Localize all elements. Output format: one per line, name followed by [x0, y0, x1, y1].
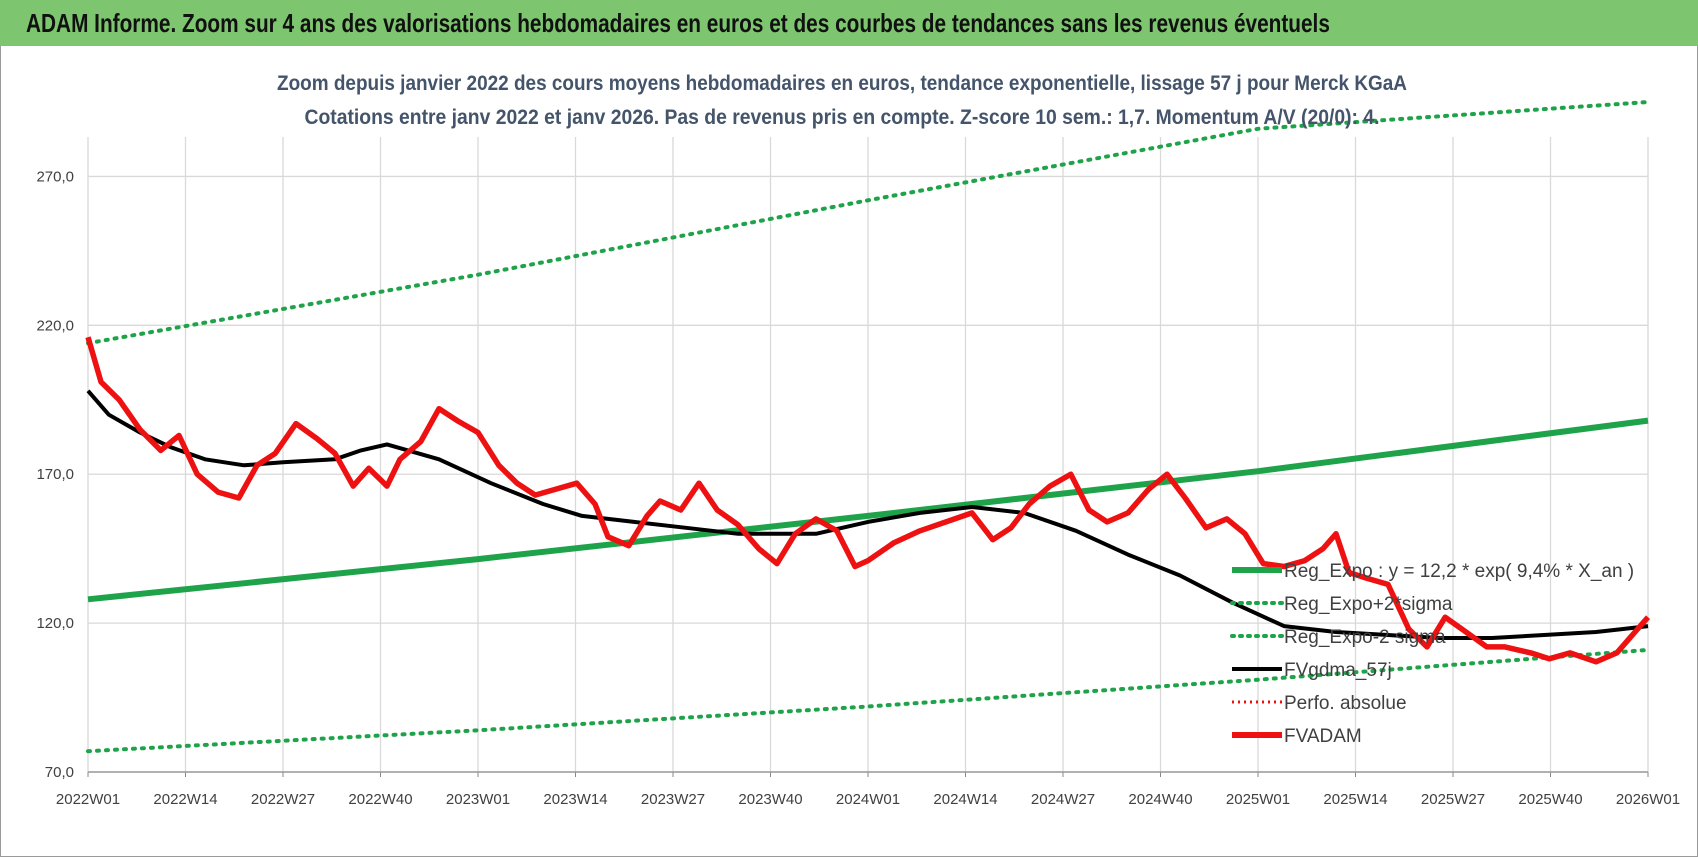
x-tick-label: 2022W27 — [251, 791, 315, 808]
x-tick-label: 2025W40 — [1518, 791, 1582, 808]
chart-title-line: Cotations entre janv 2022 et janv 2026. … — [305, 106, 1380, 129]
x-tick-label: 2023W27 — [641, 791, 705, 808]
legend-label-smooth: FVgdma_57j — [1284, 660, 1392, 681]
y-tick-label: 270,0 — [36, 168, 74, 185]
series-upper — [86, 100, 1650, 346]
series-lower — [86, 647, 1650, 754]
series-price — [85, 336, 1651, 665]
chart-title: Zoom depuis janvier 2022 des cours moyen… — [277, 72, 1407, 129]
x-tick-label: 2025W01 — [1226, 791, 1290, 808]
legend-label-lower: Reg_Expo-2 sigma — [1284, 627, 1446, 648]
chart-title-line: Zoom depuis janvier 2022 des cours moyen… — [277, 72, 1407, 95]
x-tick-label: 2022W01 — [56, 791, 120, 808]
x-tick-label: 2024W27 — [1031, 791, 1095, 808]
x-tick-label: 2022W14 — [153, 791, 217, 808]
legend-label-perf: Perfo. absolue — [1284, 693, 1407, 714]
series-group — [85, 100, 1651, 754]
x-tick-label: 2022W40 — [348, 791, 412, 808]
y-tick-label: 70,0 — [45, 764, 74, 781]
x-tick-label: 2023W40 — [738, 791, 802, 808]
legend: Reg_Expo : y = 12,2 * exp( 9,4% * X_an )… — [1230, 561, 1634, 747]
axes: 70,0 120,0 170,0 220,0 270,0 2022W01 2022W14 20… — [36, 168, 1680, 808]
x-tick-label: 2024W40 — [1128, 791, 1192, 808]
series-smooth — [86, 389, 1649, 640]
gridlines — [87, 137, 1649, 773]
x-tick-label: 2023W14 — [543, 791, 607, 808]
legend-label-trend: Reg_Expo : y = 12,2 * exp( 9,4% * X_an ) — [1284, 561, 1634, 582]
x-tick-label: 2024W14 — [933, 791, 997, 808]
report-title: ADAM Informe. Zoom sur 4 ans des valoris… — [26, 8, 1330, 38]
y-tick-label: 220,0 — [36, 317, 74, 334]
x-tick-label: 2026W01 — [1616, 791, 1680, 808]
x-tick-label: 2025W14 — [1323, 791, 1387, 808]
y-tick-label: 120,0 — [36, 615, 74, 632]
x-tick-label: 2025W27 — [1421, 791, 1485, 808]
series-trend — [87, 417, 1649, 603]
x-tick-label: 2023W01 — [446, 791, 510, 808]
legend-label-price: FVADAM — [1284, 726, 1362, 747]
legend-label-upper: Reg_Expo+2*sigma — [1284, 594, 1453, 615]
x-tick-label: 2024W01 — [836, 791, 900, 808]
y-tick-label: 170,0 — [36, 466, 74, 483]
report-banner: ADAM Informe. Zoom sur 4 ans des valoris… — [0, 0, 1698, 46]
